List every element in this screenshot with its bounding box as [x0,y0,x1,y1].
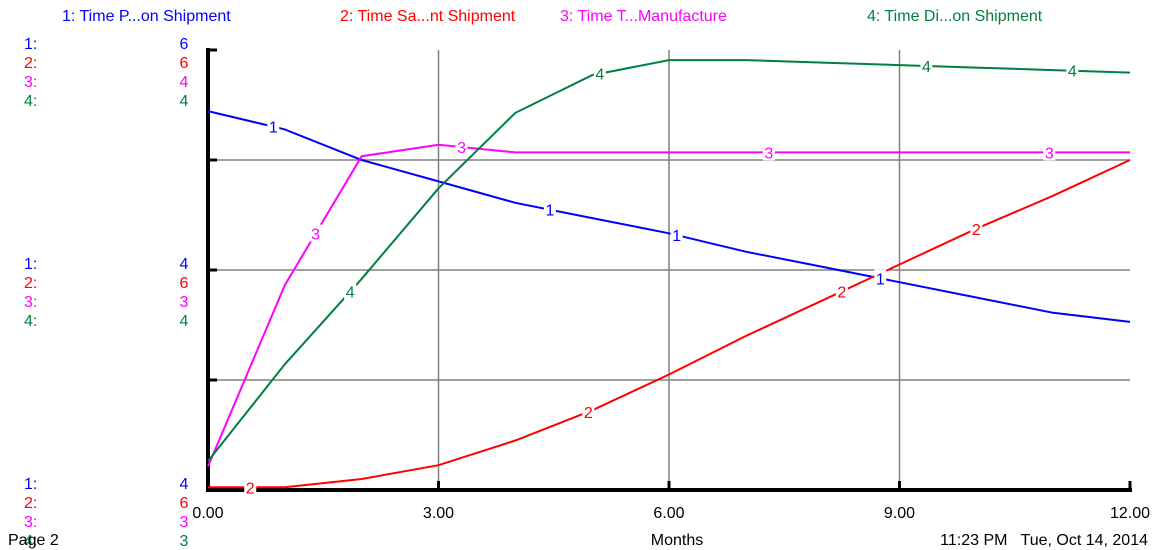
scale-series-key-3: 3: [24,294,37,311]
scale-value-4: 3 [180,533,189,550]
scale-value-1: 6 [180,36,189,53]
series-marker-4: 4 [1068,64,1077,81]
scale-series-key-2: 2: [24,275,37,292]
scale-series-key-1: 1: [24,476,37,493]
x-tick-label: 12.00 [1110,505,1150,522]
scale-value-3: 3 [180,294,189,311]
scale-value-3: 3 [180,514,189,531]
scale-value-4: 4 [180,93,189,110]
series-marker-bg [344,282,357,300]
series-marker-bg [670,226,683,244]
series-marker-bg [244,478,257,496]
series-marker-bg [267,117,280,135]
x-tick-label: 3.00 [423,505,454,522]
series-marker-2: 2 [972,222,981,239]
axis-scales: 1: 6 2: 6 3: 4 4: 4 1: 4 2: 6 3: 3 4: 4 1: 4 2: 6 3: 3 4: 3 [24,36,189,550]
scale-value-2: 6 [180,495,189,512]
scale-value-4: 4 [180,313,189,330]
legend: 1: Time P...on Shipment 2: Time Sa...nt S… [62,8,1043,25]
x-tick-labels: 0.00 3.00 6.00 9.00 12.00 [192,505,1150,522]
series-marker-bg [970,219,983,237]
series-line-4 [207,59,1131,462]
scale-value-2: 6 [180,275,189,292]
series-marker-bg [1043,143,1056,161]
grid [208,50,1130,490]
series-marker-bg [543,200,556,218]
series-marker-bg [309,224,322,242]
legend-entry-3: 3: Time T...Manufacture [560,8,727,25]
legend-entry-4: 4: Time Di...on Shipment [867,8,1043,25]
x-tick-label: 9.00 [884,505,915,522]
series-marker-1: 1 [672,228,681,245]
series-marker-1: 1 [876,271,885,288]
series-marker-1: 1 [269,120,278,137]
scale-series-key-3: 3: [24,514,37,531]
axes [206,48,1132,492]
series-lines [207,59,1131,489]
series-marker-bg [835,282,848,300]
scale-series-key-4: 4: [24,313,37,330]
series-marker-2: 2 [584,405,593,422]
page-label: Page 2 [8,532,59,549]
series-marker-2: 2 [837,284,846,301]
scale-value-1: 4 [180,476,189,493]
scale-series-key-4: 4: [24,533,37,550]
scale-series-key-2: 2: [24,495,37,512]
timestamp: 11:23 PM Tue, Oct 14, 2014 [940,532,1148,549]
series-marker-3: 3 [311,227,320,244]
series-marker-3: 3 [1045,145,1054,162]
scale-value-3: 4 [180,74,189,91]
series-marker-bg [593,64,606,82]
series-marker-4: 4 [346,285,355,302]
x-tick-label: 0.00 [192,505,223,522]
series-marker-4: 4 [595,67,604,84]
scale-value-2: 6 [180,55,189,72]
series-marker-bg [455,138,468,156]
scale-value-1: 4 [180,256,189,273]
series-marker-1: 1 [545,203,554,220]
series-marker-bg [874,269,887,287]
series-line-3 [207,143,1130,467]
x-axis-label: Months [651,532,703,549]
scale-series-key-1: 1: [24,36,37,53]
series-marker-2: 2 [246,480,255,497]
legend-entry-2: 2: Time Sa...nt Shipment [340,8,516,25]
scale-series-key-2: 2: [24,55,37,72]
series-markers: 1 1 1 1 2 2 2 2 3 3 3 3 4 4 4 4 [244,56,1079,497]
x-tick-label: 6.00 [653,505,684,522]
series-marker-3: 3 [457,140,466,157]
series-marker-bg [920,56,933,74]
scale-series-key-4: 4: [24,93,37,110]
series-marker-bg [1066,61,1079,79]
series-line-1 [207,110,1131,323]
series-marker-4: 4 [922,59,931,76]
scale-series-key-1: 1: [24,256,37,273]
legend-entry-1: 1: Time P...on Shipment [62,8,231,25]
series-marker-bg [582,402,595,420]
series-marker-3: 3 [764,145,773,162]
scale-series-key-3: 3: [24,74,37,91]
series-marker-bg [762,143,775,161]
